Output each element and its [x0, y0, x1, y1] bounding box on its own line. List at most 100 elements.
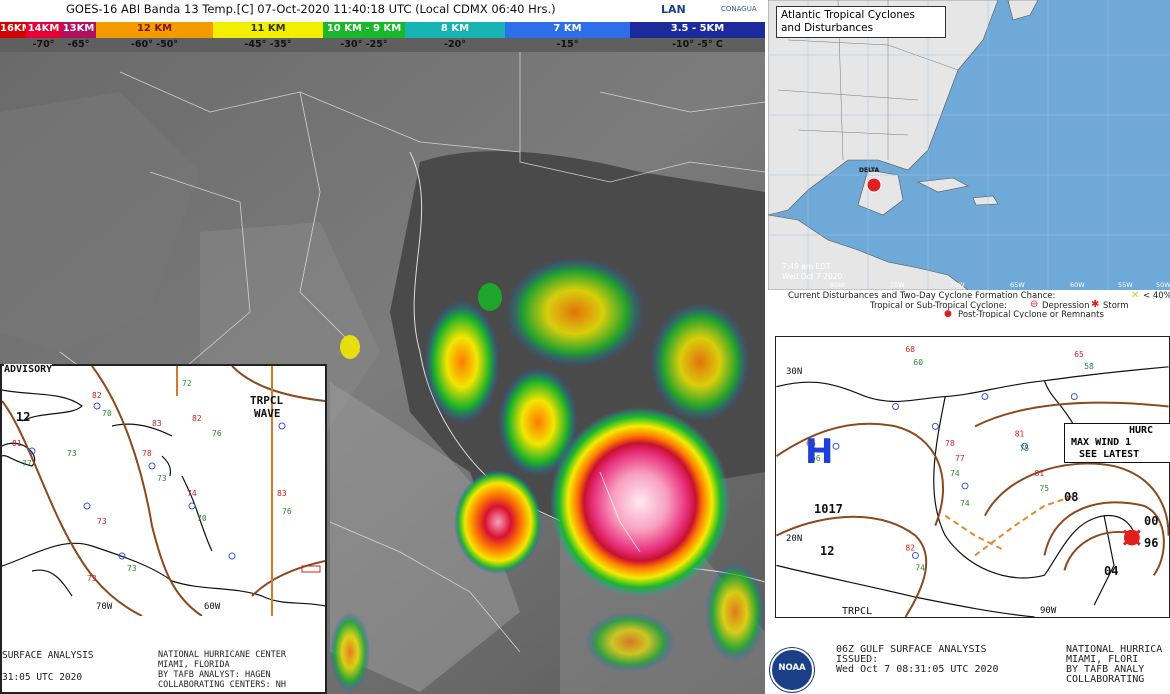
- caribbean-surface-analysis: 82 83 81 78 74 73 83 73 82 70 77 73 70 73 76 73 76 7…: [0, 364, 327, 694]
- scale-swatch-5: [323, 22, 405, 38]
- nhc-title-line-1: Atlantic Tropical Cyclones: [781, 9, 915, 21]
- legend-line-2: Tropical or Sub-Tropical Cyclone:: [870, 301, 1007, 311]
- hurricane-info-box: HURC MAX WIND 1 SEE LATEST: [1064, 423, 1170, 463]
- svg-text:78: 78: [945, 439, 955, 448]
- scale-km-label-2: 13KM: [62, 23, 95, 34]
- isobar-00-label: 00: [1144, 514, 1159, 528]
- hurricane-box-line-3: SEE LATEST: [1079, 449, 1140, 460]
- scale-deg-label-3: -60° -50°: [130, 39, 179, 50]
- svg-text:56: 56: [811, 454, 821, 463]
- scale-deg-label-5: -30° -25°: [340, 39, 388, 50]
- legend-storm: Storm: [1103, 301, 1129, 311]
- lon-90w-label: 90W: [1040, 606, 1057, 616]
- svg-text:68: 68: [905, 345, 915, 354]
- outlook-legend: Current Disturbances and Two-Day Cyclone…: [768, 290, 1170, 320]
- svg-text:83: 83: [277, 489, 287, 498]
- svg-text:81: 81: [1015, 429, 1025, 438]
- svg-text:76: 76: [212, 429, 222, 438]
- scale-deg-label-4: -45° -35°: [244, 39, 292, 50]
- lon-label-5: 55W: [1118, 281, 1133, 289]
- nhc-outlook-title: Atlantic Tropical Cyclones and Disturban…: [776, 6, 946, 38]
- hurricane-box-line-2: MAX WIND 1: [1071, 437, 1132, 448]
- isobar-08-label: 08: [1064, 490, 1079, 504]
- lon-label-6: 50W: [1156, 281, 1170, 289]
- svg-text:73: 73: [127, 564, 137, 573]
- scale-band-5: 10 KM - 9 KM -30° -25°: [323, 22, 405, 52]
- svg-text:81: 81: [1035, 469, 1045, 478]
- gulf-footer-line-2: ISSUED:: [836, 654, 879, 665]
- satellite-title: GOES-16 ABI Banda 13 Temp.[C] 07-Oct-202…: [66, 2, 556, 16]
- high-pressure-label: H: [805, 432, 834, 472]
- footer-left-line-2: 31:05 UTC 2020: [2, 672, 83, 683]
- lon-70w-label: 70W: [96, 602, 113, 612]
- post-tropical-icon: ●: [944, 309, 952, 319]
- svg-text:76: 76: [282, 507, 292, 516]
- svg-text:75: 75: [1040, 484, 1050, 493]
- footer-left-line-1: SURFACE ANALYSIS: [2, 650, 94, 661]
- svg-text:82: 82: [192, 414, 202, 423]
- satellite-image: [0, 52, 765, 694]
- scale-km-label-4: 11 KM: [250, 23, 286, 34]
- noaa-logo-text: NOAA: [778, 663, 806, 673]
- scale-swatch-8: [630, 22, 765, 38]
- scale-swatch-4: [213, 22, 323, 38]
- scale-deg-label-7: -15°: [556, 39, 579, 50]
- svg-text:73: 73: [87, 574, 97, 583]
- caribbean-map: 82 83 81 78 74 73 83 73 82 70 77 73 70 73 76 73 76 7…: [2, 366, 325, 616]
- lon-label-1: 75W: [890, 281, 905, 289]
- scale-km-label-5: 10 KM - 9 KM: [326, 23, 402, 34]
- scale-band-2: 13KM -65°: [61, 22, 96, 52]
- svg-text:70: 70: [102, 409, 112, 418]
- scale-km-label-0: 16KM: [0, 23, 32, 34]
- svg-text:74: 74: [915, 563, 925, 572]
- satellite-header: GOES-16 ABI Banda 13 Temp.[C] 07-Oct-202…: [0, 0, 765, 22]
- lat-20n-label: 20N: [786, 534, 803, 544]
- svg-text:77: 77: [22, 459, 32, 468]
- svg-text:75: 75: [1020, 444, 1030, 453]
- scale-deg-label-1: -70°: [32, 39, 55, 50]
- svg-text:74: 74: [960, 499, 970, 508]
- gulf-footer-line-3: Wed Oct 7 08:31:05 UTC 2020: [836, 664, 999, 675]
- isobar-04-label: 04: [1104, 564, 1119, 578]
- scale-swatch-6: [405, 22, 505, 38]
- svg-text:78: 78: [142, 449, 152, 458]
- lat-30n-label: 30N: [786, 367, 803, 377]
- legend-depression: Depression: [1042, 301, 1090, 311]
- svg-text:77: 77: [955, 454, 965, 463]
- svg-text:66: 66: [806, 439, 816, 448]
- storm-icon: ✱: [1091, 299, 1100, 310]
- scale-deg-label-8: -10° -5° C: [672, 39, 723, 50]
- legend-x-icon: ✕: [1131, 290, 1140, 301]
- scale-band-6: 8 KM -20°: [405, 22, 505, 52]
- scale-km-label-3: 12 KM: [136, 23, 173, 34]
- footer-right-line-1: NATIONAL HURRICANE CENTER: [158, 650, 286, 660]
- scale-band-3: 12 KM -60° -50°: [96, 22, 213, 52]
- footer-right-line-2: MIAMI, FLORIDA: [158, 660, 230, 670]
- lon-label-3: 65W: [1010, 281, 1025, 289]
- scale-swatch-7: [505, 22, 630, 38]
- advisory-label: ADVISORY: [4, 364, 53, 375]
- scale-band-8: 3.5 - 5KM -10° -5° C: [630, 22, 765, 52]
- lon-label-0: 80W: [830, 281, 845, 289]
- svg-text:73: 73: [67, 449, 77, 458]
- gulf-surface-map: 66 68 78 81 81 77 65 82 56 60 74 75 75 74 58 74: [775, 336, 1170, 618]
- storm-label-delta: DELTA: [859, 167, 880, 174]
- wave-label-1: TRPCL: [250, 394, 284, 407]
- pressure-1017-label: 1017: [814, 502, 843, 516]
- scale-swatch-3: [96, 22, 213, 38]
- svg-text:60: 60: [913, 358, 923, 367]
- svg-text:81: 81: [12, 439, 22, 448]
- lon-label-4: 60W: [1070, 281, 1085, 289]
- scale-km-label-6: 8 KM: [440, 23, 470, 34]
- scale-band-7: 7 KM -15°: [505, 22, 630, 52]
- scale-km-label-8: 3.5 - 5KM: [670, 23, 725, 34]
- scale-deg-label-6: -20°: [444, 39, 466, 50]
- gulf-footer-line-1: 06Z GULF SURFACE ANALYSIS: [836, 644, 987, 655]
- gulf-footer-right-2: MIAMI, FLORI: [1066, 654, 1139, 665]
- scale-swatch-1: [26, 22, 61, 38]
- outlook-timestamp-2: Wed Oct 7 2020: [782, 272, 843, 281]
- svg-text:65: 65: [1074, 350, 1084, 359]
- isobar-96-label: 96: [1144, 536, 1159, 550]
- legend-line-1: Current Disturbances and Two-Day Cyclone…: [788, 291, 1056, 301]
- gulf-footer-right-4: COLLABORATING: [1066, 674, 1145, 685]
